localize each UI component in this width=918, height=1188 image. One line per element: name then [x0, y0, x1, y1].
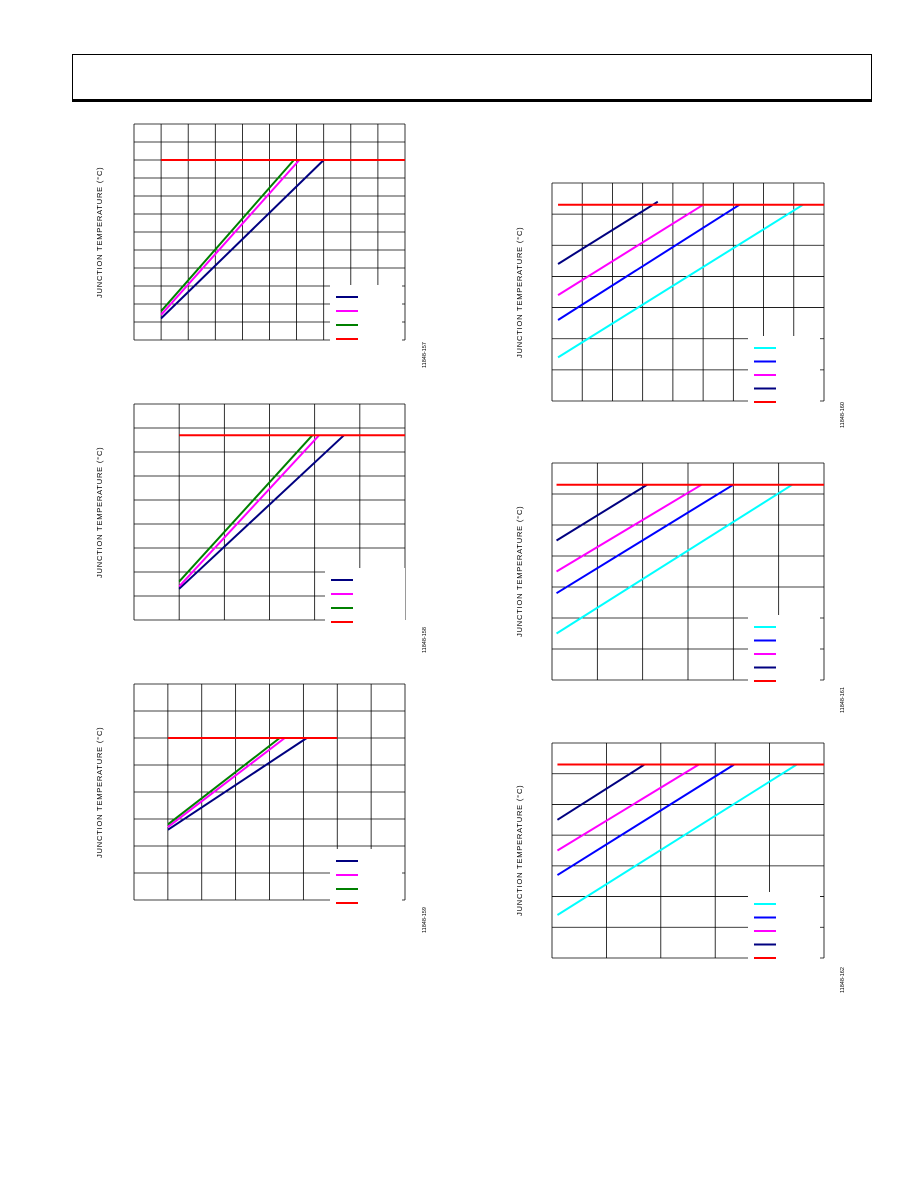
chart-fig5: JUNCTION TEMPERATURE (°C) 11848-161 [513, 460, 848, 715]
legend-box [325, 568, 405, 626]
series-line [160, 159, 325, 320]
chart-fig6: JUNCTION TEMPERATURE (°C) 11848-162 [513, 740, 848, 995]
series-line [556, 483, 648, 542]
figure-id: 11848-160 [840, 402, 846, 428]
y-axis-label: JUNCTION TEMPERATURE (°C) [515, 226, 524, 358]
y-axis-label: JUNCTION TEMPERATURE (°C) [95, 726, 104, 858]
figure-id: 11848-162 [840, 967, 846, 993]
page-header-box [72, 54, 872, 102]
series-line [167, 737, 281, 826]
series-line [557, 203, 740, 321]
legend-box [330, 849, 402, 907]
figure-id: 11848-158 [422, 627, 428, 653]
figure-id: 11848-161 [840, 687, 846, 713]
series-line [160, 159, 301, 316]
series-line [160, 159, 295, 312]
series-line [178, 434, 345, 590]
chart-svg [133, 123, 406, 343]
series-line [556, 763, 798, 916]
y-axis-label: JUNCTION TEMPERATURE (°C) [515, 784, 524, 917]
y-axis-label: JUNCTION TEMPERATURE (°C) [95, 166, 104, 298]
legend-box [748, 615, 820, 685]
series-line [178, 434, 320, 588]
y-axis-label: JUNCTION TEMPERATURE (°C) [95, 446, 104, 578]
series-line [556, 483, 703, 573]
legend-box [330, 285, 402, 343]
chart-svg [551, 742, 825, 962]
series-line [557, 203, 704, 296]
legend-box [748, 892, 820, 962]
figure-id: 11848-157 [422, 342, 428, 368]
chart-svg [133, 683, 406, 907]
series-line [556, 763, 646, 821]
series-line [556, 483, 734, 595]
chart-fig3: JUNCTION TEMPERATURE (°C) 11848-159 [95, 680, 430, 935]
legend-box [748, 336, 820, 406]
series-line [556, 763, 700, 852]
chart-fig1: JUNCTION TEMPERATURE (°C) 11848-157 [95, 120, 430, 370]
series-line [178, 434, 314, 583]
chart-svg [551, 462, 825, 685]
series-line [557, 200, 659, 265]
series-line [555, 483, 793, 635]
chart-svg [133, 403, 406, 626]
series-line [167, 737, 286, 828]
series-line [556, 763, 735, 876]
chart-fig4: JUNCTION TEMPERATURE (°C) 11848-160 [513, 180, 848, 430]
y-axis-label: JUNCTION TEMPERATURE (°C) [515, 505, 524, 638]
series-line [167, 737, 308, 831]
figure-id: 11848-159 [422, 907, 428, 933]
series-line [557, 203, 804, 359]
chart-svg [551, 182, 825, 406]
chart-fig2: JUNCTION TEMPERATURE (°C) 11848-158 [95, 400, 430, 655]
